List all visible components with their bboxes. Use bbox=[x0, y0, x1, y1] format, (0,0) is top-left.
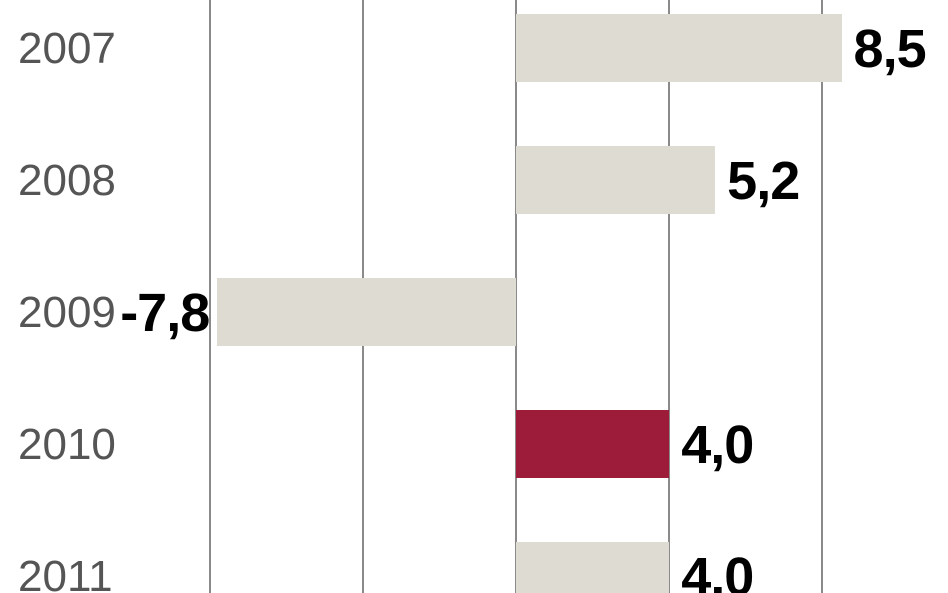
bar bbox=[516, 410, 669, 478]
gridline bbox=[668, 0, 670, 593]
value-label: -7,8 bbox=[120, 282, 209, 344]
year-label: 2007 bbox=[18, 24, 116, 74]
value-label: 8,5 bbox=[854, 18, 926, 80]
year-label: 2009 bbox=[18, 288, 116, 338]
value-label: 5,2 bbox=[727, 150, 799, 212]
bar-chart: 2007 8,5 2008 5,2 2009-7,8 2010 4,0 2011 4,0 bbox=[0, 0, 948, 593]
year-label: 2010 bbox=[18, 420, 116, 470]
value-label: 4,0 bbox=[681, 546, 753, 593]
bar bbox=[516, 146, 715, 214]
bar bbox=[516, 14, 842, 82]
value-label: 4,0 bbox=[681, 414, 753, 476]
bar bbox=[516, 542, 669, 593]
gridline bbox=[821, 0, 823, 593]
bar bbox=[217, 278, 516, 346]
year-label: 2011 bbox=[18, 552, 113, 593]
year-label: 2008 bbox=[18, 156, 116, 206]
